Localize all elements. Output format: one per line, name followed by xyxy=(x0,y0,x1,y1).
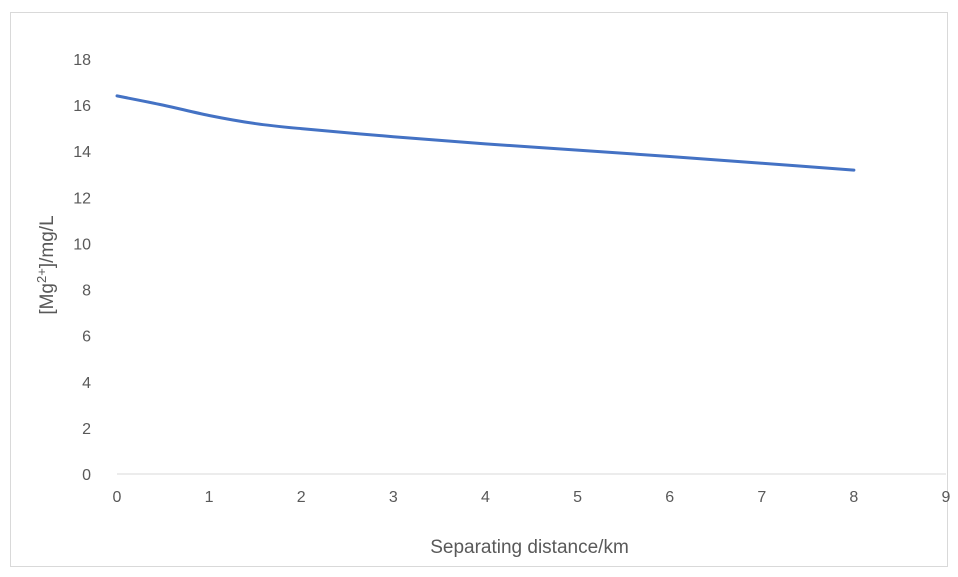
x-axis-title: Separating distance/km xyxy=(430,537,629,558)
x-axis: 0 1 2 3 4 5 6 7 8 9 xyxy=(113,473,951,506)
y-axis-title-suffix: ]/mg/L xyxy=(37,215,58,268)
x-tick-label: 9 xyxy=(942,489,951,506)
x-tick-label: 4 xyxy=(481,489,490,506)
x-tick-label: 5 xyxy=(573,489,582,506)
x-tick-label: 2 xyxy=(297,489,306,506)
y-tick-label: 2 xyxy=(82,421,91,438)
x-tick-labels: 0 1 2 3 4 5 6 7 8 9 xyxy=(113,489,951,506)
x-tick-label: 3 xyxy=(389,489,398,506)
x-tick-label: 8 xyxy=(849,489,858,506)
y-axis-title-prefix: [Mg xyxy=(37,283,58,315)
x-tick-label: 0 xyxy=(113,489,122,506)
y-tick-label: 14 xyxy=(73,144,91,161)
y-tick-label: 18 xyxy=(73,52,91,69)
y-tick-labels: 0 2 4 6 8 10 12 14 16 18 xyxy=(73,52,91,484)
x-tick-label: 6 xyxy=(665,489,674,506)
x-tick-label: 1 xyxy=(205,489,214,506)
y-axis-title-superscript: 2+ xyxy=(34,268,49,283)
plot-series xyxy=(115,94,856,172)
y-axis-title: [Mg2+]/mg/L xyxy=(34,215,59,314)
y-tick-label: 0 xyxy=(82,467,91,484)
y-tick-label: 16 xyxy=(73,98,91,115)
y-tick-label: 12 xyxy=(73,190,91,207)
series-line xyxy=(115,94,856,172)
y-tick-label: 6 xyxy=(82,329,91,346)
y-tick-label: 10 xyxy=(73,236,91,253)
y-tick-label: 4 xyxy=(82,375,91,392)
x-tick-label: 7 xyxy=(757,489,766,506)
y-tick-label: 8 xyxy=(82,283,91,300)
